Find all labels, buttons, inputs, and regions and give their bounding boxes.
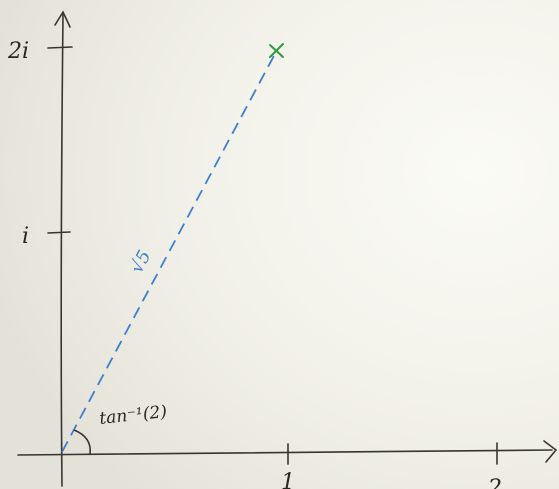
diagram: 2i i 1 2 √5 tan⁻¹(2) bbox=[0, 0, 559, 489]
y-tick bbox=[48, 47, 72, 48]
x-tick-label: 1 bbox=[281, 470, 295, 489]
paper bbox=[0, 0, 559, 489]
x-tick-label: 2 bbox=[487, 476, 502, 489]
y-tick-label: i bbox=[22, 224, 29, 249]
y-tick bbox=[48, 232, 70, 233]
y-tick-label: 2i bbox=[7, 39, 29, 64]
